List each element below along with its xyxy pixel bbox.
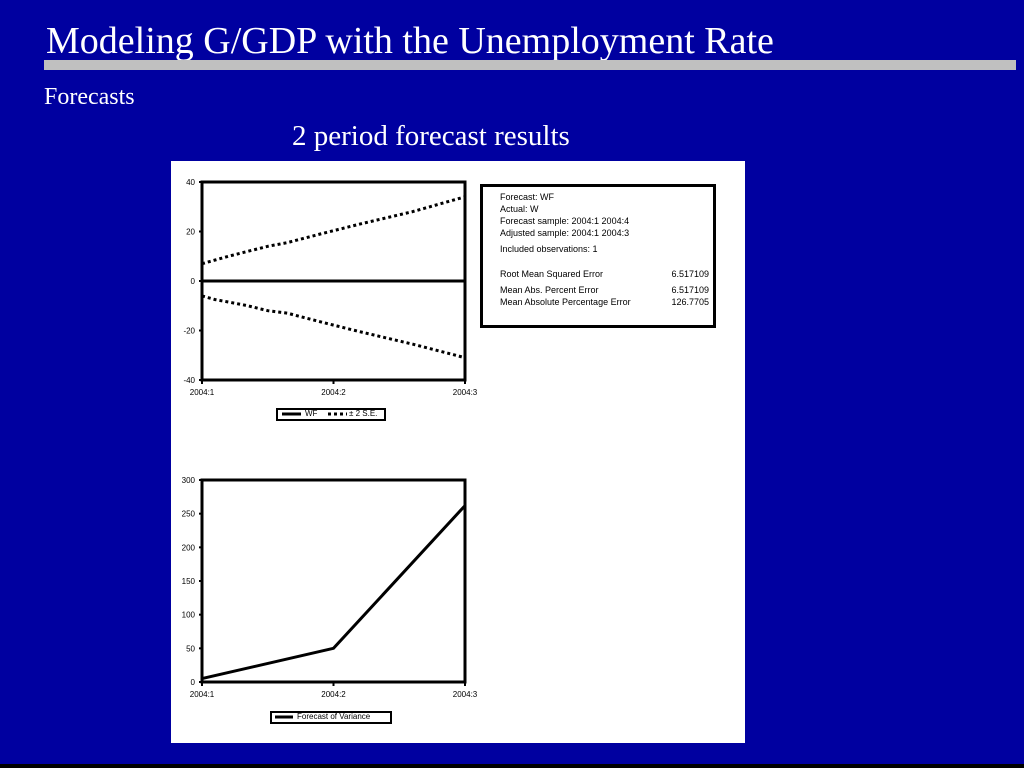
y-tick-label: 200 [182,543,196,552]
y-tick-label: 0 [191,678,196,687]
legend-label: Forecast of Variance [297,712,371,721]
slide-title: Modeling G/GDP with the Unemployment Rat… [46,20,774,62]
stat-label: Mean Abs. Percent Error [500,285,599,295]
y-tick-label: 50 [186,644,195,653]
plot-frame-2 [200,478,467,684]
y-tick-label: 40 [186,178,195,187]
figure-caption: 2 period forecast results [292,120,570,152]
x-tick-label: 2004:2 [321,388,346,397]
series-line-lower-band [201,294,466,360]
y-tick-label: 20 [186,228,195,237]
x-tick-label: 2004:2 [321,690,346,699]
figure-panel: 40 20 0 -20 -40 2004:1 2004:2 2004:3 WF ± 2 S.E. 3… [171,161,745,743]
stat-forecast: Forecast: WF [500,192,555,202]
y-tick-label: 0 [191,277,196,286]
stat-value: 6.517109 [671,285,709,295]
y-tick-label: 100 [182,611,196,620]
legend-box [270,711,392,724]
stat-actual: Actual: W [500,204,539,214]
series-line-forecast-of-variance [201,504,467,681]
stat-label: Root Mean Squared Error [500,269,604,279]
legend-label: WF [305,409,318,418]
x-tick-label: 2004:3 [453,690,478,699]
bottom-edge [0,764,1024,768]
x-tick-label: 2004:3 [453,388,478,397]
y-tick-label: 300 [182,476,196,485]
section-subtitle: Forecasts [44,84,135,110]
stat-label: Mean Absolute Percentage Error [500,297,631,307]
forecast-stats-box: Forecast: WF Actual: W Forecast sample: … [480,184,716,328]
stat-value: 6.517109 [671,269,709,279]
y-tick-label: 250 [182,510,196,519]
stat-included-obs: Included observations: 1 [500,244,598,254]
y-tick-label: -40 [183,376,195,385]
y-tick-label: -20 [183,327,195,336]
series-line--2-s-e- [201,195,466,266]
stat-adjusted-sample: Adjusted sample: 2004:1 2004:3 [500,228,630,238]
title-rule [44,60,1016,70]
stat-forecast-sample: Forecast sample: 2004:1 2004:4 [500,216,630,226]
legend-box [276,408,386,421]
y-tick-label: 150 [182,577,196,586]
legend-label: ± 2 S.E. [349,409,377,418]
x-tick-label: 2004:1 [190,690,215,699]
x-tick-label: 2004:1 [190,388,215,397]
stat-value: 126.7705 [671,297,709,307]
